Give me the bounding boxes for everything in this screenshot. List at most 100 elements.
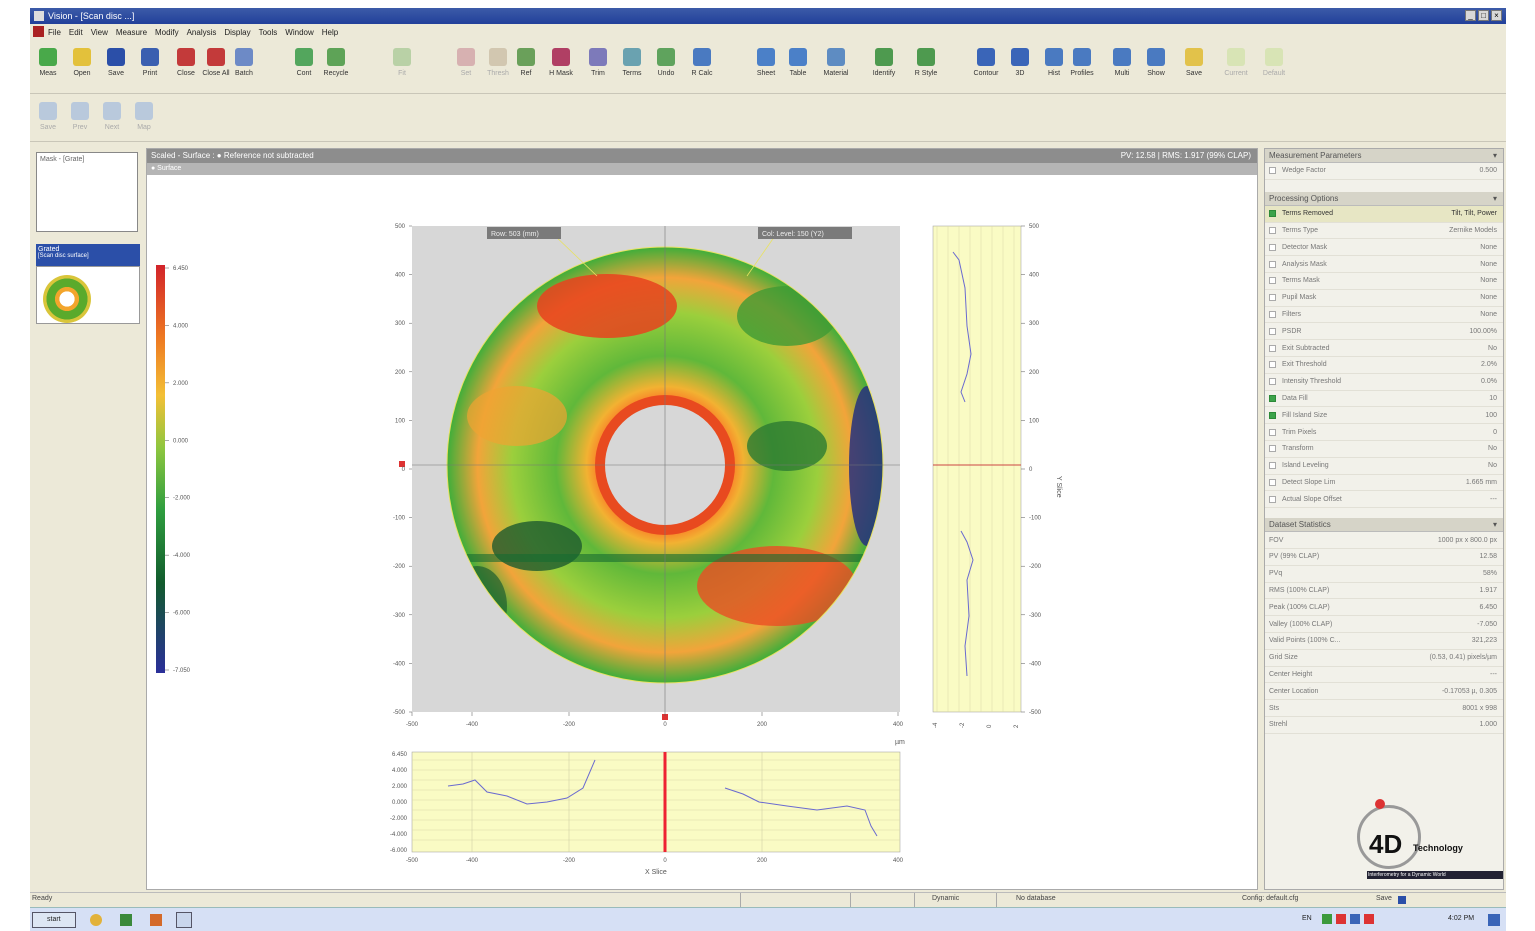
property-row[interactable]: Filters None: [1265, 307, 1503, 324]
row-checkbox[interactable]: [1269, 344, 1276, 352]
property-row[interactable]: Exit Threshold 2.0%: [1265, 357, 1503, 374]
property-row[interactable]: Peak (100% CLAP) 6.450: [1265, 599, 1503, 617]
property-row[interactable]: PSDR 100.00%: [1265, 323, 1503, 341]
property-row[interactable]: Pupil Mask None: [1265, 290, 1503, 307]
row-checkbox[interactable]: [1269, 294, 1276, 302]
property-row[interactable]: Exit Subtracted No: [1265, 340, 1503, 357]
toolbar-button-save[interactable]: Save: [100, 48, 132, 77]
property-row[interactable]: Wedge Factor 0.500: [1265, 163, 1503, 180]
toolbar-button-r-calc[interactable]: R Calc: [686, 48, 718, 77]
row-checkbox[interactable]: [1269, 210, 1276, 218]
row-checkbox[interactable]: [1269, 462, 1276, 470]
row-checkbox[interactable]: [1269, 277, 1276, 285]
row-checkbox[interactable]: [1269, 445, 1276, 453]
property-row[interactable]: Strehl 1.000: [1265, 717, 1503, 734]
menu-item-view[interactable]: View: [90, 27, 108, 37]
toolbar-button-close[interactable]: Close: [170, 48, 202, 77]
property-row[interactable]: Analysis Mask None: [1265, 256, 1503, 273]
property-row[interactable]: Detect Slope Lim 1.665 mm: [1265, 475, 1503, 492]
row-checkbox[interactable]: [1269, 226, 1276, 234]
quicklaunch-icon[interactable]: [150, 914, 162, 926]
toolbar-button-prev[interactable]: Prev: [64, 102, 96, 131]
toolbar-button-set[interactable]: Set: [450, 48, 482, 77]
property-row[interactable]: FOV 1000 px x 800.0 px: [1265, 532, 1503, 549]
property-row[interactable]: PV (99% CLAP) 12.58: [1265, 549, 1503, 566]
menu-item-display[interactable]: Display: [224, 27, 251, 37]
toolbar-button-map[interactable]: Map: [128, 102, 160, 131]
status-save[interactable]: Save: [1376, 895, 1392, 902]
property-row[interactable]: Grid Size (0.53, 0.41) pixels/µm: [1265, 650, 1503, 667]
row-checkbox[interactable]: [1269, 243, 1276, 251]
surface-plot[interactable]: 6.450 4.000 2.000 0.000 -2.000 -4.000 -6.000 -7…: [147, 176, 1257, 890]
toolbar-button-ref[interactable]: Ref: [510, 48, 542, 77]
property-row[interactable]: Terms Type Zernike Models: [1265, 223, 1503, 240]
row-checkbox[interactable]: [1269, 495, 1276, 503]
row-checkbox[interactable]: [1269, 394, 1276, 402]
toolbar-button-batch[interactable]: Batch: [228, 48, 260, 77]
processing-options-header[interactable]: Processing Options ▾: [1265, 191, 1503, 206]
toolbar-button-r-style[interactable]: R Style: [910, 48, 942, 77]
property-row[interactable]: Trim Pixels 0: [1265, 424, 1503, 441]
toolbar-button-save[interactable]: Save: [32, 102, 64, 131]
collapse-icon[interactable]: ▾: [1492, 193, 1497, 203]
property-row[interactable]: Center Height ---: [1265, 667, 1503, 684]
toolbar-button-h-mask[interactable]: H Mask: [545, 48, 577, 77]
property-row[interactable]: Transform No: [1265, 441, 1503, 458]
toolbar-button-close-all[interactable]: Close All: [200, 48, 232, 77]
menu-item-file[interactable]: File: [48, 27, 61, 37]
row-checkbox[interactable]: [1269, 310, 1276, 318]
maximize-button[interactable]: □: [1478, 10, 1489, 21]
dataset-list-header[interactable]: Grated [Scan disc surface]: [36, 244, 140, 266]
property-row[interactable]: Intensity Threshold 0.0%: [1265, 374, 1503, 391]
toolbar-button-next[interactable]: Next: [96, 102, 128, 131]
desktop-icon[interactable]: [1488, 914, 1500, 926]
row-checkbox[interactable]: [1269, 428, 1276, 436]
property-row[interactable]: Sts 8001 x 998: [1265, 700, 1503, 717]
y-slice-plot[interactable]: [932, 225, 1022, 713]
property-row[interactable]: Valley (100% CLAP) -7.050: [1265, 616, 1503, 633]
row-cursor-handle[interactable]: [399, 461, 405, 467]
row-checkbox[interactable]: [1269, 411, 1276, 419]
toolbar-button-hist[interactable]: Hist: [1038, 48, 1070, 77]
toolbar-button-multi[interactable]: Multi: [1106, 48, 1138, 77]
menu-item-tools[interactable]: Tools: [258, 27, 278, 37]
taskbar-app-button[interactable]: [176, 912, 192, 928]
property-row[interactable]: Data Fill 10: [1265, 391, 1503, 408]
menu-item-edit[interactable]: Edit: [68, 27, 83, 37]
property-row[interactable]: Center Location -0.17053 µ, 0.305: [1265, 683, 1503, 701]
toolbar-button-identify[interactable]: Identify: [868, 48, 900, 77]
toolbar-button-material[interactable]: Material: [820, 48, 852, 77]
toolbar-button-sheet[interactable]: Sheet: [750, 48, 782, 77]
close-button[interactable]: ×: [1491, 10, 1502, 21]
toolbar-button-undo[interactable]: Undo: [650, 48, 682, 77]
toolbar-button-current[interactable]: Current: [1220, 48, 1252, 77]
collapse-icon[interactable]: ▾: [1492, 520, 1497, 530]
menu-item-help[interactable]: Help: [321, 27, 339, 37]
row-checkbox[interactable]: [1269, 361, 1276, 369]
toolbar-button-show[interactable]: Show: [1140, 48, 1172, 77]
toolbar-button-fit[interactable]: Fit: [386, 48, 418, 77]
row-checkbox[interactable]: [1269, 327, 1276, 335]
property-row[interactable]: PVq 58%: [1265, 566, 1503, 583]
row-checkbox[interactable]: [1269, 260, 1276, 268]
toolbar-button-profiles[interactable]: Profiles: [1066, 48, 1098, 77]
toolbar-button-table[interactable]: Table: [782, 48, 814, 77]
property-row[interactable]: Terms Mask None: [1265, 273, 1503, 290]
language-indicator[interactable]: EN: [1302, 915, 1312, 922]
mask-thumbnail[interactable]: Mask - [Grate]: [36, 152, 138, 232]
minimize-button[interactable]: _: [1465, 10, 1476, 21]
toolbar-button-cont[interactable]: Cont: [288, 48, 320, 77]
toolbar-button-open[interactable]: Open: [66, 48, 98, 77]
property-row[interactable]: RMS (100% CLAP) 1.917: [1265, 583, 1503, 600]
property-row[interactable]: Valid Points (100% C... 321,223: [1265, 633, 1503, 650]
menu-item-modify[interactable]: Modify: [155, 27, 179, 37]
menu-item-window[interactable]: Window: [285, 27, 314, 37]
toolbar-button-default[interactable]: Default: [1258, 48, 1290, 77]
row-checkbox[interactable]: [1269, 167, 1276, 175]
menu-item-measure[interactable]: Measure: [115, 27, 148, 37]
property-row[interactable]: Fill Island Size 100: [1265, 407, 1503, 425]
toolbar-button-recycle[interactable]: Recycle: [320, 48, 352, 77]
measurement-parameters-header[interactable]: Measurement Parameters ▾: [1265, 149, 1503, 163]
property-row[interactable]: Actual Slope Offset ---: [1265, 491, 1503, 509]
property-row[interactable]: Detector Mask None: [1265, 239, 1503, 257]
